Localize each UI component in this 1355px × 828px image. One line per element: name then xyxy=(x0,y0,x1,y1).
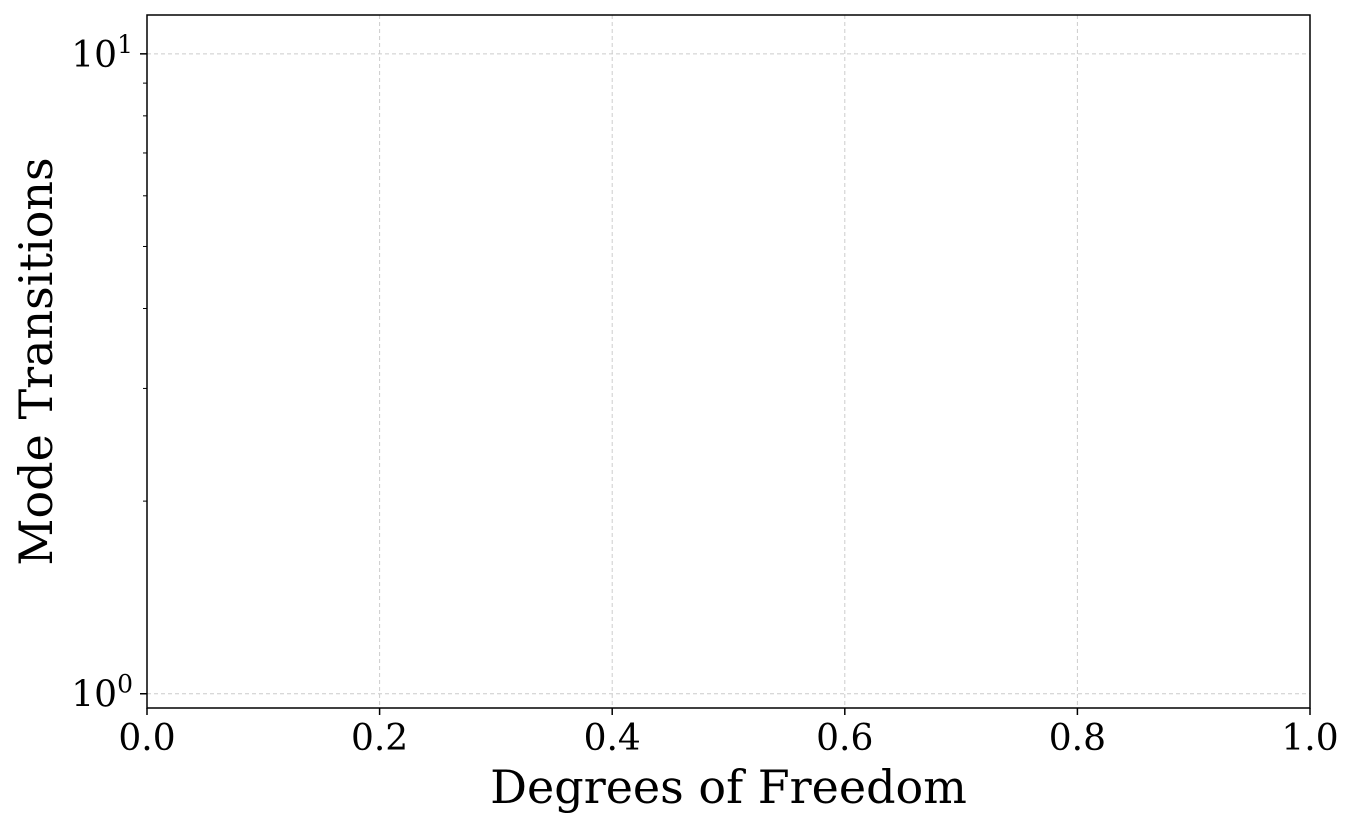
y-axis-title: Mode Transitions xyxy=(9,157,63,565)
x-axis: 0.0 0.2 0.4 0.6 0.8 1.0 xyxy=(118,708,1339,759)
x-tick-label: 0.0 xyxy=(118,718,175,759)
plot-frame xyxy=(146,14,1311,709)
y-axis: 100 101 xyxy=(71,30,147,716)
x-tick-label: 0.6 xyxy=(816,718,873,759)
y-tick-label: 100 xyxy=(71,670,133,716)
x-tick-label: 0.8 xyxy=(1049,718,1106,759)
grid xyxy=(147,15,1310,708)
x-tick-label: 0.2 xyxy=(351,718,408,759)
y-tick-label: 101 xyxy=(71,30,133,76)
x-tick-label: 1.0 xyxy=(1281,718,1338,759)
x-tick-label: 0.4 xyxy=(584,718,641,759)
x-axis-title: Degrees of Freedom xyxy=(490,760,967,814)
